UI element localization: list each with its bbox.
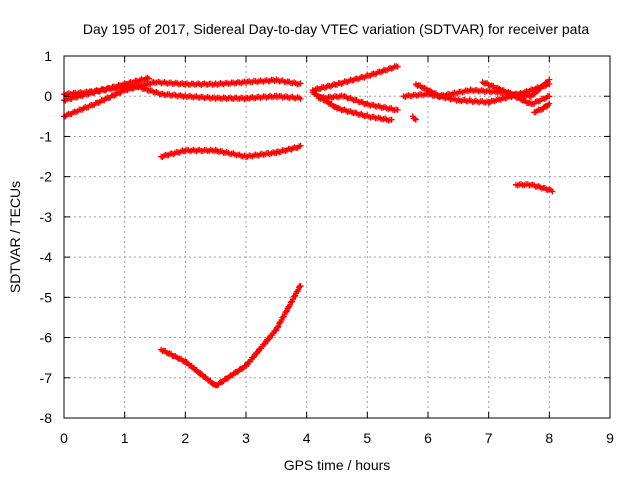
y-tick-label: -6: [40, 330, 53, 346]
series-track-l: [409, 113, 419, 123]
x-tick-label: 9: [606, 430, 614, 446]
series-track-d: [158, 142, 304, 161]
y-tick-label: 1: [44, 48, 52, 64]
x-tick-label: 4: [303, 430, 311, 446]
series-track-h: [315, 92, 401, 114]
y-tick-label: -5: [40, 289, 53, 305]
x-tick-label: 3: [242, 430, 250, 446]
plot-frame: [63, 55, 611, 419]
tick-labels-layer: 0 1 2 3 4 5 6 7 8 910-1-2-3-4-5-6-7-8: [40, 48, 615, 446]
y-tick-label: -4: [40, 249, 53, 265]
series-markers: [158, 142, 304, 161]
y-tick-label: -1: [40, 128, 53, 144]
x-tick-label: 1: [121, 430, 129, 446]
chart-title: Day 195 of 2017, Sidereal Day-to-day VTE…: [83, 21, 590, 37]
series-track-f: [309, 63, 401, 94]
series-markers: [158, 283, 304, 389]
y-axis-label: SDTVAR / TECUs: [7, 181, 23, 293]
x-tick-label: 0: [60, 430, 68, 446]
series-markers: [479, 79, 553, 108]
x-tick-label: 5: [363, 430, 371, 446]
series-markers: [531, 100, 553, 116]
y-tick-label: -2: [40, 169, 53, 185]
x-tick-label: 6: [424, 430, 432, 446]
ticks-layer: [63, 55, 611, 419]
y-tick-label: -3: [40, 209, 53, 225]
series-markers: [409, 113, 419, 123]
series-markers: [315, 92, 401, 114]
series-track-e: [158, 283, 304, 389]
x-tick-label: 2: [181, 430, 189, 446]
series-markers: [513, 181, 556, 195]
y-tick-label: -7: [40, 370, 53, 386]
series-markers: [309, 63, 401, 94]
series-track-k: [479, 79, 553, 108]
y-tick-label: 0: [44, 88, 52, 104]
y-tick-label: -8: [40, 410, 53, 426]
x-tick-label: 8: [545, 430, 553, 446]
data-marks-layer: [61, 63, 556, 389]
x-axis-label: GPS time / hours: [284, 457, 391, 473]
series-track-m: [531, 100, 553, 116]
x-tick-label: 7: [485, 430, 493, 446]
series-track-n: [513, 181, 556, 195]
